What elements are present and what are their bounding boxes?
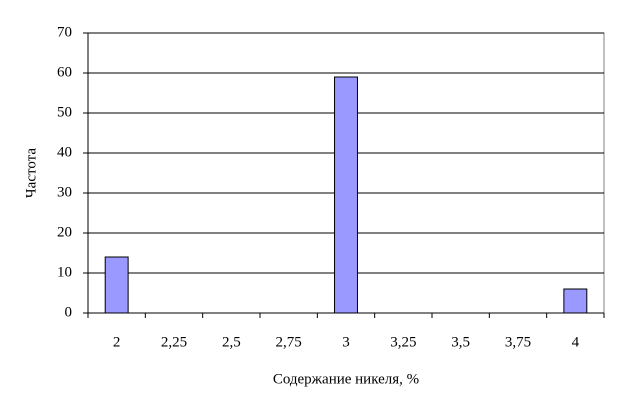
x-tick-label: 3,5: [451, 334, 470, 350]
x-tick-label: 2,5: [222, 334, 241, 350]
x-tick-label: 2: [113, 334, 121, 350]
x-tick-label: 4: [572, 334, 580, 350]
bar: [104, 256, 129, 314]
y-tick-label: 10: [57, 264, 72, 280]
x-tick-label: 3,25: [390, 334, 416, 350]
x-axis-label: Содержание никеля, %: [273, 371, 419, 387]
x-tick-label: 2,75: [276, 334, 302, 350]
bar: [563, 288, 588, 314]
x-tick-label: 2,25: [161, 334, 187, 350]
x-tick-label: 3,75: [505, 334, 531, 350]
y-tick-label: 60: [57, 64, 72, 80]
y-tick-label: 20: [57, 224, 72, 240]
x-tick-label: 3: [342, 334, 350, 350]
y-tick-label: 50: [57, 104, 72, 120]
y-tick-label: 70: [57, 24, 72, 40]
y-axis-label: Частота: [23, 148, 39, 198]
y-tick-label: 30: [57, 184, 72, 200]
bar: [334, 76, 358, 314]
y-tick-label: 40: [57, 144, 72, 160]
y-tick-label: 0: [65, 304, 73, 320]
